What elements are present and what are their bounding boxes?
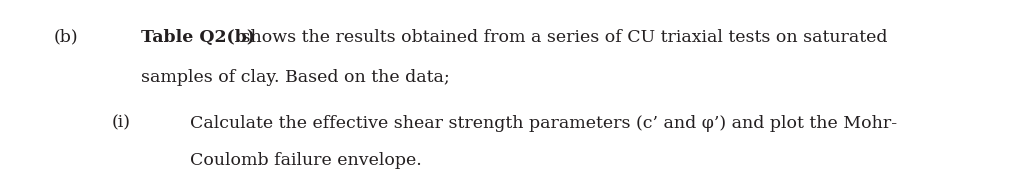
Text: Calculate the effective shear strength parameters (c’ and φ’) and plot the Mohr-: Calculate the effective shear strength p… (189, 115, 896, 132)
Text: samples of clay. Based on the data;: samples of clay. Based on the data; (141, 69, 450, 86)
Text: Coulomb failure envelope.: Coulomb failure envelope. (189, 152, 421, 169)
Text: (b): (b) (54, 29, 79, 46)
Text: shows the results obtained from a series of CU triaxial tests on saturated: shows the results obtained from a series… (236, 29, 887, 46)
Text: (i): (i) (112, 115, 130, 132)
Text: Table Q2(b): Table Q2(b) (141, 29, 255, 46)
